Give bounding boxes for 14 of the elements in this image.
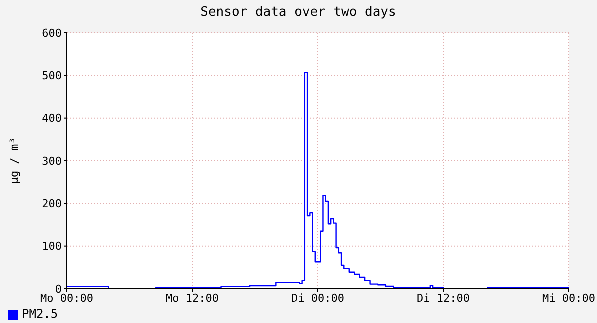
x-tick-label: Mi 00:00 (542, 292, 596, 305)
y-tick-label: 200 (42, 198, 62, 211)
y-tick-label: 500 (42, 70, 62, 83)
y-tick-label: 0 (55, 282, 62, 296)
y-tick-label: 600 (42, 26, 62, 40)
chart-title: Sensor data over two days (200, 5, 398, 20)
legend-label: PM2.5 (22, 307, 58, 321)
y-tick-label: 100 (42, 240, 62, 254)
x-tick-label: Mo 12:00 (166, 292, 219, 305)
y-tick-label: 300 (42, 154, 62, 168)
y-tick-label: 400 (42, 112, 62, 126)
y-axis-title: µg / m³ (8, 138, 21, 184)
x-tick-label: Di 12:00 (417, 292, 470, 305)
x-tick-label: Di 00:00 (292, 292, 344, 305)
